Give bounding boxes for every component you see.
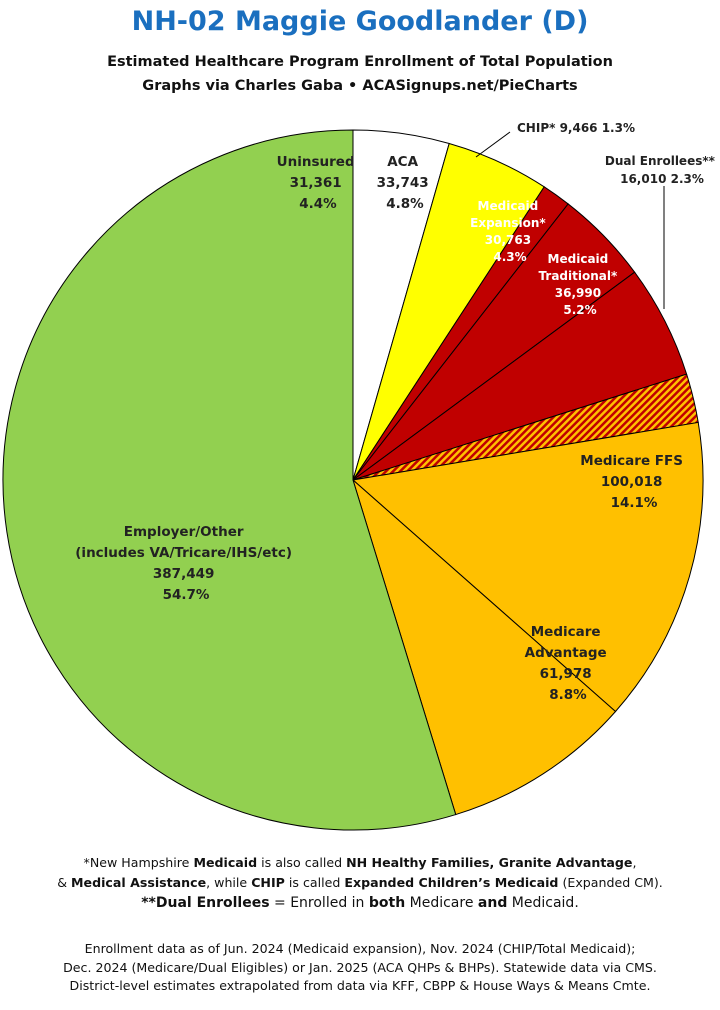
medicaid-expansion-percent: 4.3% (493, 250, 526, 264)
employer-name-1: Employer/Other (124, 524, 244, 540)
uninsured-name: Uninsured (277, 154, 355, 170)
uninsured-value: 31,361 (290, 175, 342, 191)
medicare-advantage-name-2: Advantage (525, 645, 607, 661)
employer-name-2: (includes VA/Tricare/IHS/etc) (75, 545, 292, 561)
footnote-line-2: & Medical Assistance, while CHIP is call… (57, 875, 663, 890)
subtitle-line-1: Estimated Healthcare Program Enrollment … (107, 54, 613, 70)
chip-leader-line (475, 131, 511, 158)
aca-value: 33,743 (377, 175, 429, 191)
employer-value: 387,449 (153, 566, 215, 582)
pie-slice-medicare-7 (352, 478, 617, 816)
employer-percent: 54.7% (163, 587, 210, 603)
medicare-ffs-label: Medicare FFS 100,018 14.1% (580, 453, 687, 511)
medicaid-expansion-name-1: Medicaid (478, 199, 539, 213)
footnote-line-1: *New Hampshire Medicaid is also called N… (83, 855, 637, 870)
dual-value: 16,010 2.3% (620, 172, 704, 186)
medicaid-traditional-name-1: Medicaid (548, 252, 609, 266)
medicare-ffs-percent: 14.1% (611, 495, 658, 511)
subtitle: Estimated Healthcare Program Enrollment … (0, 50, 720, 98)
source-line-3: District-level estimates extrapolated fr… (69, 978, 651, 993)
aca-percent: 4.8% (386, 196, 424, 212)
medicaid-traditional-value: 36,990 (555, 286, 601, 300)
medicare-ffs-name: Medicare FFS (580, 453, 683, 469)
dual-name: Dual Enrollees** (605, 154, 716, 168)
aca-name: ACA (387, 154, 418, 170)
uninsured-label: Uninsured 31,361 4.4% (277, 154, 360, 212)
medicaid-expansion-value: 30,763 (485, 233, 531, 247)
source-line-1: Enrollment data as of Jun. 2024 (Medicai… (84, 941, 636, 956)
footnote-line-3: **Dual Enrollees = Enrolled in both Medi… (141, 895, 579, 911)
employer-label: Employer/Other (includes VA/Tricare/IHS/… (75, 524, 296, 603)
pie-slice-medicare-6 (351, 421, 704, 713)
footnote-sources: Enrollment data as of Jun. 2024 (Medicai… (0, 940, 720, 996)
subtitle-line-2: Graphs via Charles Gaba • ACASignups.net… (142, 78, 578, 94)
medicaid-expansion-label: Medicaid Expansion* 30,763 4.3% (470, 199, 550, 264)
aca-label: ACA 33,743 4.8% (377, 154, 434, 212)
chip-label: CHIP* 9,466 1.3% (517, 121, 635, 135)
uninsured-percent: 4.4% (299, 196, 337, 212)
page-title: NH-02 Maggie Goodlander (D) (131, 6, 589, 37)
medicare-ffs-value: 100,018 (601, 474, 663, 490)
medicare-advantage-label: Medicare Advantage 61,978 8.8% (525, 624, 612, 703)
dual-label: Dual Enrollees** 16,010 2.3% (605, 154, 719, 186)
footnote-programs: *New Hampshire Medicaid is also called N… (0, 853, 720, 913)
medicaid-traditional-name-2: Traditional* (539, 269, 618, 283)
medicaid-traditional-label: Medicaid Traditional* 36,990 5.2% (539, 252, 622, 317)
medicaid-expansion-name-2: Expansion* (470, 216, 546, 230)
medicaid-traditional-percent: 5.2% (563, 303, 596, 317)
pie-slices (2, 129, 704, 831)
medicare-advantage-value: 61,978 (540, 666, 592, 682)
pie-slice-employerother-8 (2, 129, 457, 831)
medicare-advantage-percent: 8.8% (549, 687, 587, 703)
medicare-advantage-name-1: Medicare (531, 624, 601, 640)
source-line-2: Dec. 2024 (Medicare/Dual Eligibles) or J… (63, 959, 657, 975)
